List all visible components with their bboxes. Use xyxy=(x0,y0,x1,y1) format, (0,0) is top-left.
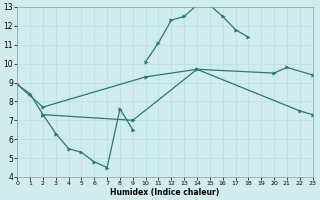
X-axis label: Humidex (Indice chaleur): Humidex (Indice chaleur) xyxy=(110,188,220,197)
